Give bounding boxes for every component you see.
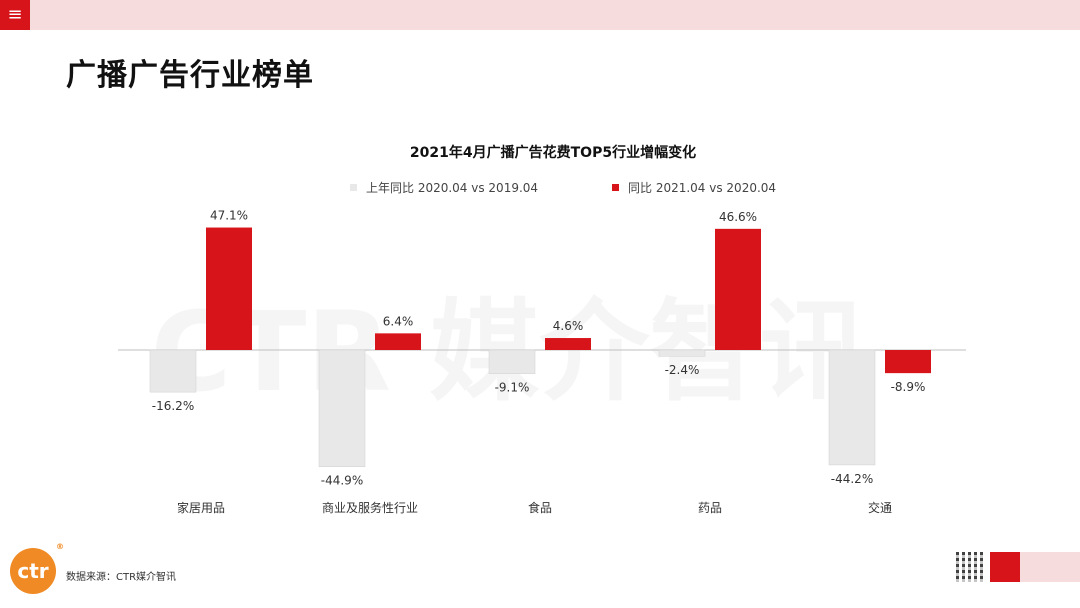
bar: [715, 228, 761, 350]
chart-title: 2021年4月广播广告花费TOP5行业增幅变化: [410, 144, 696, 161]
data-label: -44.9%: [321, 474, 363, 488]
category-label: 商业及服务性行业: [322, 500, 418, 515]
registered-mark: ®: [56, 542, 64, 551]
legend-label: 同比 2021.04 vs 2020.04: [628, 181, 776, 195]
data-label: -8.9%: [891, 380, 926, 394]
data-source: 数据来源：CTR媒介智讯: [66, 572, 177, 583]
ctr-logo: ctr ®: [10, 542, 64, 594]
data-label: 46.6%: [719, 210, 757, 224]
category-label: 交通: [868, 500, 892, 515]
category-label: 家居用品: [177, 500, 225, 515]
top-bar: [0, 0, 1080, 30]
footer-pink-block: [1020, 552, 1080, 582]
data-label: -16.2%: [152, 399, 194, 413]
bar: [318, 349, 366, 467]
data-label: 4.6%: [553, 319, 584, 333]
logo-text: ctr: [17, 559, 49, 583]
legend-swatch: [612, 184, 619, 191]
menu-icon[interactable]: ≡: [0, 0, 30, 30]
bar: [375, 333, 421, 350]
footer-accent-block: [990, 552, 1020, 582]
qr-code-icon: [956, 552, 986, 582]
bar: [545, 338, 591, 350]
bar: [149, 349, 197, 393]
page-title: 广播广告行业榜单: [66, 58, 314, 93]
data-label: -44.2%: [831, 472, 873, 486]
category-label: 食品: [528, 500, 552, 515]
data-label: 6.4%: [383, 314, 414, 328]
data-label: -2.4%: [665, 363, 700, 377]
bar: [828, 349, 876, 466]
bar: [885, 350, 931, 374]
legend-label: 上年同比 2020.04 vs 2019.04: [366, 181, 538, 195]
data-label: -9.1%: [495, 381, 530, 395]
data-label: 47.1%: [210, 209, 248, 223]
bar: [658, 349, 706, 357]
legend-swatch: [350, 184, 357, 191]
category-label: 药品: [698, 501, 722, 515]
bar: [206, 227, 252, 350]
bar: [488, 349, 536, 374]
